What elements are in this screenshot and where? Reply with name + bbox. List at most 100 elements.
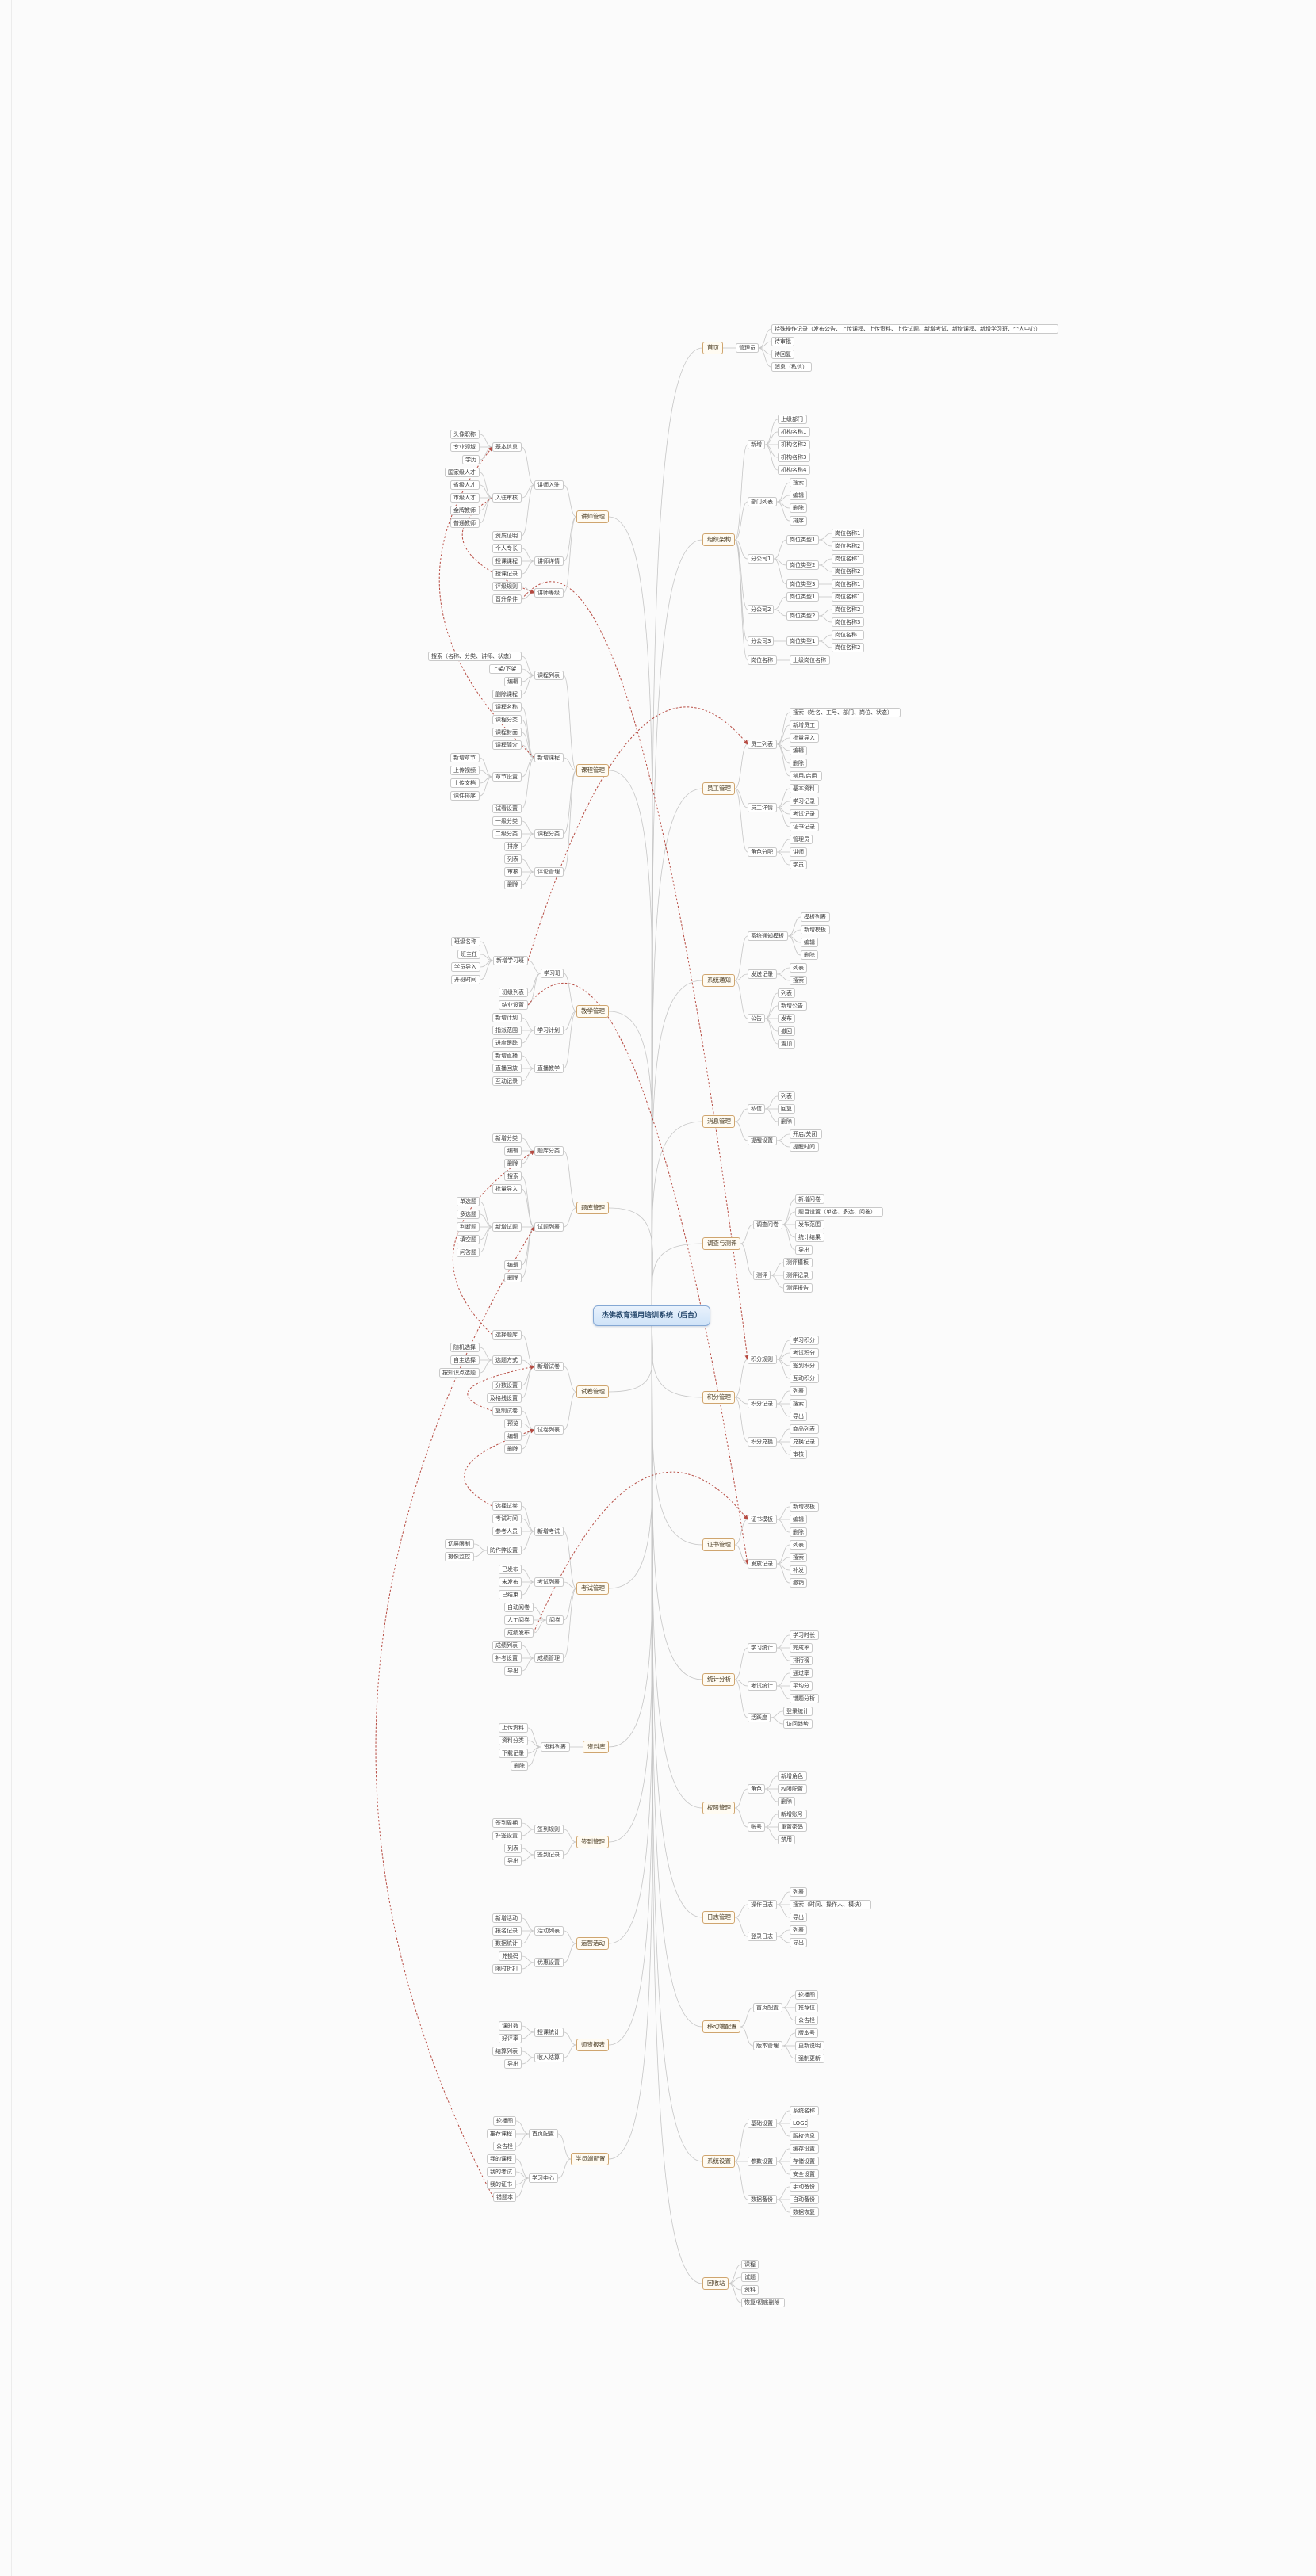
sub-topic[interactable]: 审核 <box>790 1450 807 1459</box>
branch-topic[interactable]: 师资报表 <box>576 2039 609 2051</box>
sub-topic[interactable]: 补考设置 <box>492 1653 522 1663</box>
sub-topic[interactable]: 排序 <box>790 516 807 526</box>
sub-topic[interactable]: 特殊操作记录（发布公告、上传课程、上传资料、上传试题、新增考试、新增课程、新增学… <box>771 324 1058 334</box>
sub-topic[interactable]: 导出 <box>504 1666 522 1676</box>
sub-topic[interactable]: 搜索 <box>790 478 807 487</box>
sub-topic[interactable]: 版本管理 <box>753 2041 782 2050</box>
sub-topic[interactable]: 考试记录 <box>790 809 819 819</box>
sub-topic[interactable]: 资料分类 <box>499 1736 528 1745</box>
sub-topic[interactable]: 访问趋势 <box>783 1719 813 1729</box>
sub-topic[interactable]: 导出 <box>795 1245 813 1255</box>
sub-topic[interactable]: 签到规则 <box>534 1825 564 1834</box>
sub-topic[interactable]: 新增章节 <box>450 753 480 762</box>
sub-topic[interactable]: 搜索（姓名、工号、部门、岗位、状态） <box>790 708 901 717</box>
sub-topic[interactable]: 测评模板 <box>783 1258 813 1267</box>
sub-topic[interactable]: 列表 <box>504 1844 522 1853</box>
sub-topic[interactable]: 结算列表 <box>492 2047 522 2056</box>
sub-topic[interactable]: LOGO <box>790 2119 808 2128</box>
sub-topic[interactable]: 岗位名称3 <box>832 617 864 627</box>
sub-topic[interactable]: 班主任 <box>457 950 480 959</box>
sub-topic[interactable]: 优惠设置 <box>534 1958 564 1967</box>
sub-topic[interactable]: 存储设置 <box>790 2157 819 2166</box>
sub-topic[interactable]: 我的考试 <box>487 2167 516 2177</box>
sub-topic[interactable]: 新增考试 <box>534 1527 564 1536</box>
branch-topic[interactable]: 调查与测评 <box>702 1237 740 1250</box>
sub-topic[interactable]: 授课统计 <box>534 2028 564 2037</box>
sub-topic[interactable]: 首页配置 <box>753 2003 782 2012</box>
sub-topic[interactable]: 讲师详情 <box>534 556 564 566</box>
sub-topic[interactable]: 分数设置 <box>492 1381 522 1390</box>
sub-topic[interactable]: 轮播图 <box>493 2116 516 2126</box>
sub-topic[interactable]: 岗位类型2 <box>786 611 819 621</box>
sub-topic[interactable]: 待审批 <box>771 337 794 346</box>
sub-topic[interactable]: 证书记录 <box>790 822 819 831</box>
sub-topic[interactable]: 编辑 <box>504 1431 522 1441</box>
sub-topic[interactable]: 我的证书 <box>487 2180 516 2189</box>
sub-topic[interactable]: 版权信息 <box>790 2131 819 2141</box>
sub-topic[interactable]: 搜索（名称、分类、讲师、状态） <box>428 652 522 661</box>
sub-topic[interactable]: 完成率 <box>790 1643 813 1653</box>
sub-topic[interactable]: 平均分 <box>790 1681 813 1691</box>
sub-topic[interactable]: 判断题 <box>457 1222 480 1232</box>
sub-topic[interactable]: 删除 <box>778 1117 795 1126</box>
sub-topic[interactable]: 学员 <box>790 860 807 869</box>
sub-topic[interactable]: 结业设置 <box>499 1000 528 1010</box>
sub-topic[interactable]: 按知识点选题 <box>439 1368 480 1378</box>
sub-topic[interactable]: 数据统计 <box>492 1939 522 1948</box>
sub-topic[interactable]: 回复 <box>778 1104 795 1114</box>
branch-topic[interactable]: 回收站 <box>702 2277 729 2290</box>
sub-topic[interactable]: 列表 <box>790 1386 807 1396</box>
sub-topic[interactable]: 人工阅卷 <box>504 1615 534 1625</box>
branch-topic[interactable]: 员工管理 <box>702 782 735 795</box>
sub-topic[interactable]: 基本资料 <box>790 784 819 793</box>
sub-topic[interactable]: 试题列表 <box>534 1222 564 1232</box>
sub-topic[interactable]: 角色分配 <box>748 847 777 857</box>
sub-topic[interactable]: 编辑 <box>504 677 522 686</box>
sub-topic[interactable]: 新增试卷 <box>534 1362 564 1371</box>
sub-topic[interactable]: 发布 <box>778 1014 795 1023</box>
sub-topic[interactable]: 删除 <box>790 759 807 768</box>
sub-topic[interactable]: 新增模板 <box>790 1502 819 1512</box>
sub-topic[interactable]: 一级分类 <box>492 816 522 826</box>
sub-topic[interactable]: 版本号 <box>795 2028 818 2038</box>
sub-topic[interactable]: 岗位名称2 <box>832 541 864 551</box>
sub-topic[interactable]: 推荐课程 <box>487 2129 516 2138</box>
sub-topic[interactable]: 互动积分 <box>790 1374 819 1383</box>
sub-topic[interactable]: 学习时长 <box>790 1630 819 1640</box>
sub-topic[interactable]: 岗位类型1 <box>786 636 819 646</box>
sub-topic[interactable]: 讲师等级 <box>534 588 564 598</box>
branch-topic[interactable]: 系统设置 <box>702 2155 735 2168</box>
sub-topic[interactable]: 机构名称1 <box>778 427 810 437</box>
sub-topic[interactable]: 课时数 <box>499 2021 522 2031</box>
sub-topic[interactable]: 编辑 <box>790 746 807 755</box>
sub-topic[interactable]: 搜索 <box>790 1553 807 1562</box>
sub-topic[interactable]: 专业领域 <box>450 442 480 452</box>
sub-topic[interactable]: 章节设置 <box>492 772 522 782</box>
sub-topic[interactable]: 统计结果 <box>795 1233 824 1242</box>
sub-topic[interactable]: 更新说明 <box>795 2041 824 2050</box>
sub-topic[interactable]: 课程分类 <box>492 715 522 724</box>
sub-topic[interactable]: 删除 <box>801 950 818 960</box>
sub-topic[interactable]: 管理员 <box>736 343 759 353</box>
sub-topic[interactable]: 新增直播 <box>492 1051 522 1061</box>
sub-topic[interactable]: 首页配置 <box>529 2129 558 2138</box>
sub-topic[interactable]: 入驻审核 <box>492 493 522 503</box>
central-topic[interactable]: 杰佛教育通用培训系统（后台） <box>593 1305 710 1326</box>
sub-topic[interactable]: 学习计划 <box>534 1026 564 1035</box>
sub-topic[interactable]: 已结束 <box>499 1590 522 1599</box>
sub-topic[interactable]: 上级部门 <box>778 415 807 424</box>
sub-topic[interactable]: 复制试卷 <box>492 1406 522 1416</box>
branch-topic[interactable]: 统计分析 <box>702 1673 735 1686</box>
sub-topic[interactable]: 基本信息 <box>492 442 522 452</box>
sub-topic[interactable]: 编辑 <box>504 1146 522 1156</box>
sub-topic[interactable]: 删除课程 <box>492 690 522 699</box>
sub-topic[interactable]: 直播教学 <box>534 1064 564 1073</box>
branch-topic[interactable]: 权限管理 <box>702 1802 735 1814</box>
sub-topic[interactable]: 学员导入 <box>451 962 480 972</box>
sub-topic[interactable]: 导出 <box>790 1412 807 1421</box>
sub-topic[interactable]: 岗位名称1 <box>832 529 864 538</box>
sub-topic[interactable]: 岗位名称1 <box>832 592 864 602</box>
sub-topic[interactable]: 授课记录 <box>492 569 522 579</box>
sub-topic[interactable]: 学习积分 <box>790 1336 819 1345</box>
sub-topic[interactable]: 选择试卷 <box>492 1501 522 1511</box>
